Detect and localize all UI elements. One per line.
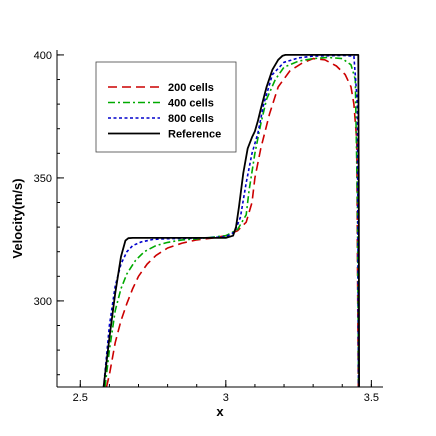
legend-label: 400 cells bbox=[168, 98, 214, 110]
y-axis-label: Velocity(m/s) bbox=[10, 178, 25, 258]
x-tick-label: 3.5 bbox=[364, 392, 379, 404]
legend-label: 800 cells bbox=[168, 113, 214, 125]
legend-label: 200 cells bbox=[168, 82, 214, 94]
series-line-800-cells bbox=[102, 54, 360, 387]
legend-box bbox=[95, 61, 237, 153]
y-tick-label: 350 bbox=[34, 173, 52, 185]
axes: 2.5 3 3.5 300 350 400 bbox=[34, 50, 383, 404]
x-axis-label: x bbox=[216, 404, 224, 419]
y-tick-label: 400 bbox=[34, 50, 52, 62]
legend: 200 cells 400 cells 800 cells Reference bbox=[95, 61, 237, 153]
x-tick-label: 3 bbox=[223, 392, 229, 404]
x-tick-label: 2.5 bbox=[73, 392, 88, 404]
legend-label: Reference bbox=[168, 129, 221, 141]
series-line-400-cells bbox=[104, 56, 360, 387]
y-tick-label: 300 bbox=[34, 296, 52, 308]
plot-area bbox=[102, 54, 361, 387]
series-line-reference bbox=[102, 54, 361, 387]
series-line-200-cells bbox=[105, 57, 360, 387]
